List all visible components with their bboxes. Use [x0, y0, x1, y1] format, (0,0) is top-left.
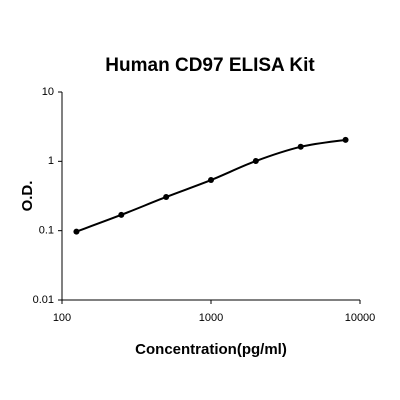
data-point — [208, 177, 214, 184]
data-point — [163, 193, 170, 200]
data-point — [73, 228, 80, 235]
data-point — [342, 136, 349, 143]
chart-title: Human CD97 ELISA Kit — [105, 55, 315, 76]
y-tick-label: 0.01 — [33, 294, 54, 306]
x-tick-label: 10000 — [345, 312, 376, 324]
data-point — [297, 143, 304, 150]
x-tick-label: 100 — [53, 312, 71, 324]
fit-curve — [76, 138, 346, 233]
y-tick-label: 10 — [42, 86, 54, 98]
data-point — [118, 211, 125, 218]
y-tick-label: 0.1 — [39, 225, 54, 237]
x-tick-label: 1000 — [199, 312, 223, 324]
data-point — [252, 158, 259, 165]
y-tick-label: 1 — [48, 155, 54, 167]
y-axis-label: O.D. — [19, 181, 36, 212]
x-axis-label: Concentration(pg/ml) — [135, 341, 287, 358]
